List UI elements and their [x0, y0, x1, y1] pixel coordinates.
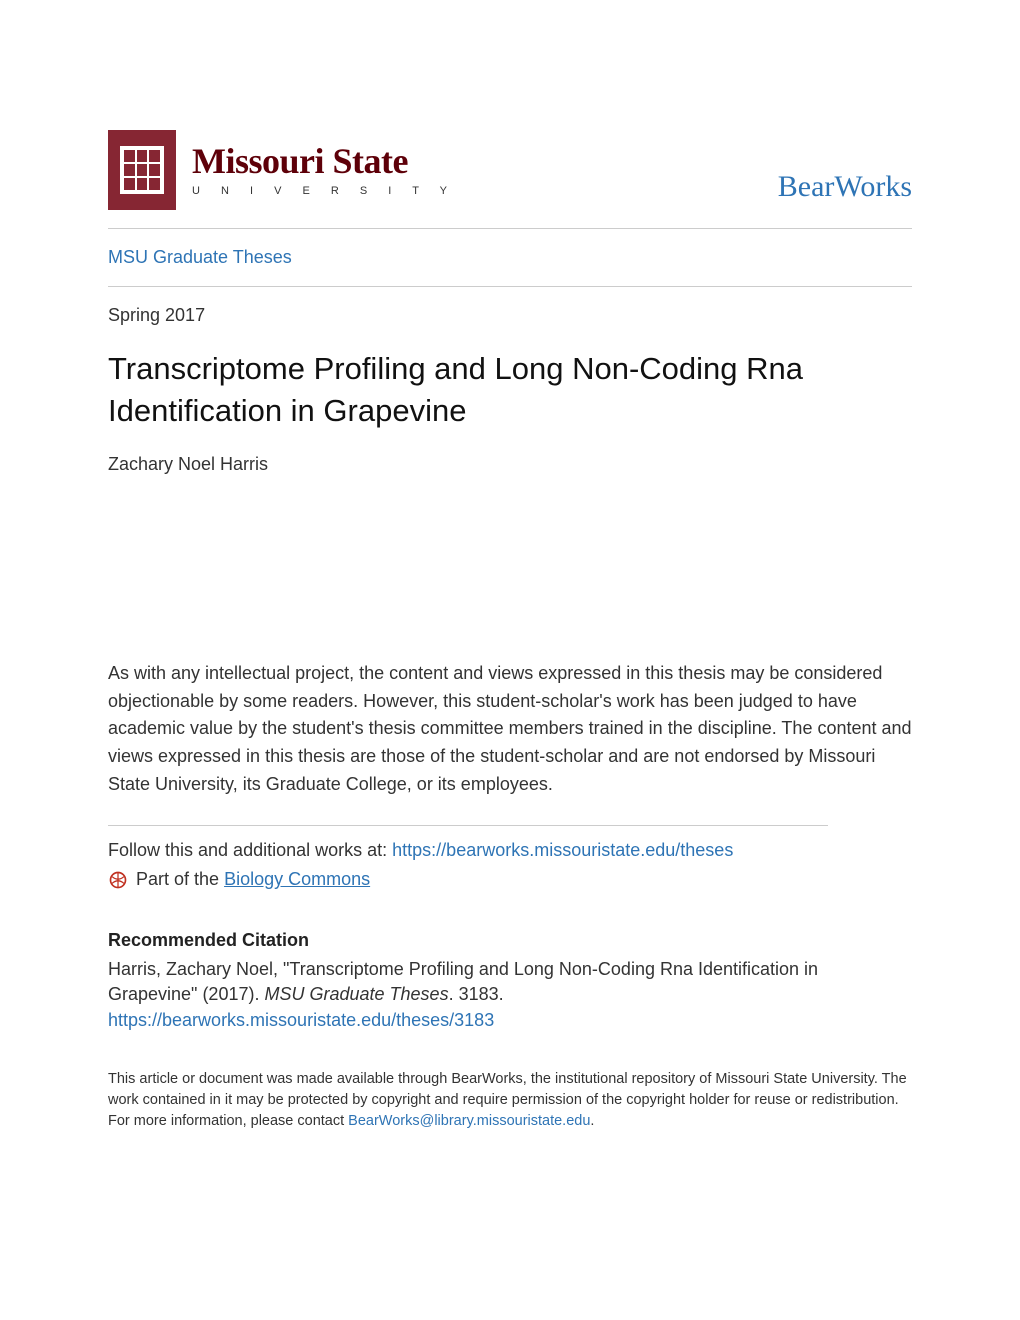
- citation-heading: Recommended Citation: [108, 930, 912, 951]
- site-name-link[interactable]: BearWorks: [778, 170, 912, 204]
- part-of-prefix: Part of the: [136, 869, 224, 889]
- footer-paragraph-2: For more information, please contact Bea…: [108, 1111, 912, 1132]
- divider: [108, 286, 912, 287]
- short-divider: [108, 825, 828, 826]
- institution-logo: Missouri State U N I V E R S I T Y: [108, 130, 456, 210]
- citation-url-link[interactable]: https://bearworks.missouristate.edu/thes…: [108, 1010, 912, 1031]
- citation-body: Harris, Zachary Noel, "Transcriptome Pro…: [108, 957, 912, 1007]
- logo-subtext: U N I V E R S I T Y: [192, 185, 456, 197]
- logo-mark-icon: [108, 130, 176, 210]
- footer-paragraph-1: This article or document was made availa…: [108, 1069, 912, 1111]
- logo-text: Missouri State U N I V E R S I T Y: [192, 143, 456, 197]
- author-name: Zachary Noel Harris: [108, 454, 912, 475]
- part-of-line: Part of the Biology Commons: [108, 869, 912, 890]
- footer-contact-prefix: For more information, please contact: [108, 1113, 348, 1129]
- follow-prefix: Follow this and additional works at:: [108, 840, 392, 860]
- logo-wordmark: Missouri State: [192, 143, 456, 179]
- document-page: Missouri State U N I V E R S I T Y BearW…: [0, 0, 1020, 1192]
- header: Missouri State U N I V E R S I T Y BearW…: [108, 130, 912, 210]
- network-icon: [108, 870, 128, 890]
- breadcrumb: MSU Graduate Theses: [108, 229, 912, 286]
- footer-contact-suffix: .: [590, 1113, 594, 1129]
- footer-email-link[interactable]: BearWorks@library.missouristate.edu: [348, 1113, 590, 1129]
- publication-date: Spring 2017: [108, 305, 912, 326]
- disclaimer-text: As with any intellectual project, the co…: [108, 660, 912, 799]
- follow-url-link[interactable]: https://bearworks.missouristate.edu/thes…: [392, 840, 733, 860]
- commons-link[interactable]: Biology Commons: [224, 869, 370, 889]
- breadcrumb-link[interactable]: MSU Graduate Theses: [108, 247, 292, 267]
- document-title: Transcriptome Profiling and Long Non-Cod…: [108, 348, 912, 432]
- citation-line2: . 3183.: [449, 984, 504, 1004]
- citation-series: MSU Graduate Theses: [264, 984, 448, 1004]
- follow-line: Follow this and additional works at: htt…: [108, 840, 912, 861]
